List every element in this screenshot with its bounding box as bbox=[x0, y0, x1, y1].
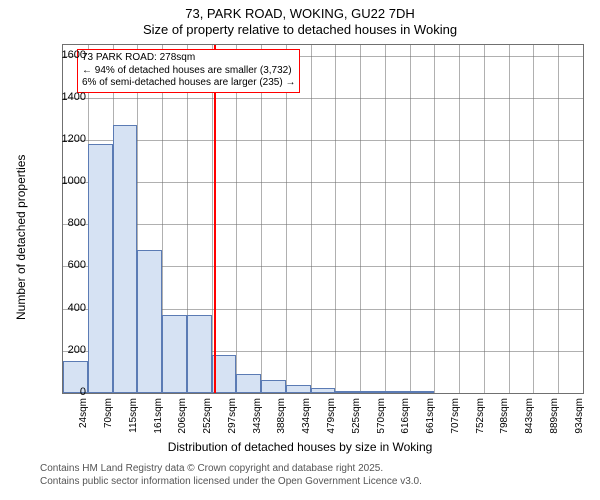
gridline-v bbox=[360, 45, 361, 393]
histogram-bar bbox=[88, 144, 113, 393]
y-tick-label: 600 bbox=[56, 259, 86, 271]
histogram-bar bbox=[137, 250, 162, 393]
attribution-line-1: Contains HM Land Registry data © Crown c… bbox=[40, 462, 383, 475]
gridline-v bbox=[261, 45, 262, 393]
plot-area: 73 PARK ROAD: 278sqm← 94% of detached ho… bbox=[62, 44, 584, 394]
x-tick-label: 889sqm bbox=[549, 398, 560, 446]
x-tick-label: 798sqm bbox=[499, 398, 510, 446]
marker-line bbox=[214, 45, 216, 393]
histogram-bar bbox=[187, 315, 212, 393]
x-axis-label: Distribution of detached houses by size … bbox=[0, 440, 600, 454]
gridline-v bbox=[509, 45, 510, 393]
gridline-v bbox=[434, 45, 435, 393]
gridline-v bbox=[410, 45, 411, 393]
histogram-bar bbox=[162, 315, 187, 393]
gridline-v bbox=[558, 45, 559, 393]
histogram-bar bbox=[261, 380, 286, 393]
annotation-line: 6% of semi-detached houses are larger (2… bbox=[82, 77, 295, 90]
x-tick-label: 297sqm bbox=[227, 398, 238, 446]
y-tick-label: 0 bbox=[56, 386, 86, 398]
gridline-h bbox=[63, 182, 583, 183]
x-tick-label: 570sqm bbox=[376, 398, 387, 446]
chart-subtitle: Size of property relative to detached ho… bbox=[0, 22, 600, 37]
y-tick-label: 400 bbox=[56, 302, 86, 314]
x-tick-label: 616sqm bbox=[400, 398, 411, 446]
gridline-v bbox=[212, 45, 213, 393]
gridline-v bbox=[311, 45, 312, 393]
x-tick-label: 934sqm bbox=[574, 398, 585, 446]
attribution-line-2: Contains public sector information licen… bbox=[40, 475, 422, 488]
x-tick-label: 525sqm bbox=[351, 398, 362, 446]
y-axis-label: Number of detached properties bbox=[14, 155, 28, 320]
annotation-line: ← 94% of detached houses are smaller (3,… bbox=[82, 65, 295, 78]
histogram-bar bbox=[311, 388, 336, 393]
histogram-bar bbox=[113, 125, 138, 393]
annotation-box: 73 PARK ROAD: 278sqm← 94% of detached ho… bbox=[77, 49, 300, 93]
y-tick-label: 1600 bbox=[56, 49, 86, 61]
chart-title: 73, PARK ROAD, WOKING, GU22 7DH bbox=[0, 6, 600, 21]
y-tick-label: 1400 bbox=[56, 91, 86, 103]
gridline-v bbox=[533, 45, 534, 393]
histogram-bar bbox=[335, 391, 360, 393]
x-tick-label: 707sqm bbox=[450, 398, 461, 446]
x-tick-label: 434sqm bbox=[301, 398, 312, 446]
x-tick-label: 252sqm bbox=[202, 398, 213, 446]
gridline-v bbox=[459, 45, 460, 393]
gridline-v bbox=[286, 45, 287, 393]
histogram-bar bbox=[236, 374, 261, 393]
gridline-h bbox=[63, 98, 583, 99]
gridline-h bbox=[63, 140, 583, 141]
gridline-v bbox=[385, 45, 386, 393]
x-tick-label: 115sqm bbox=[128, 398, 139, 446]
annotation-line: 73 PARK ROAD: 278sqm bbox=[82, 52, 295, 65]
gridline-v bbox=[335, 45, 336, 393]
x-tick-label: 752sqm bbox=[475, 398, 486, 446]
x-tick-label: 388sqm bbox=[276, 398, 287, 446]
histogram-bar bbox=[360, 391, 385, 393]
x-tick-label: 70sqm bbox=[103, 398, 114, 446]
x-tick-label: 24sqm bbox=[78, 398, 89, 446]
histogram-bar bbox=[385, 391, 410, 393]
y-tick-label: 800 bbox=[56, 217, 86, 229]
x-tick-label: 343sqm bbox=[252, 398, 263, 446]
histogram-bar bbox=[286, 385, 311, 393]
x-tick-label: 661sqm bbox=[425, 398, 436, 446]
x-tick-label: 206sqm bbox=[177, 398, 188, 446]
x-tick-label: 843sqm bbox=[524, 398, 535, 446]
gridline-v bbox=[236, 45, 237, 393]
y-tick-label: 1200 bbox=[56, 133, 86, 145]
y-tick-label: 200 bbox=[56, 344, 86, 356]
gridline-h bbox=[63, 224, 583, 225]
gridline-v bbox=[484, 45, 485, 393]
chart-container: 73, PARK ROAD, WOKING, GU22 7DH Size of … bbox=[0, 0, 600, 500]
titles-block: 73, PARK ROAD, WOKING, GU22 7DH Size of … bbox=[0, 0, 600, 37]
y-tick-label: 1000 bbox=[56, 175, 86, 187]
x-tick-label: 161sqm bbox=[153, 398, 164, 446]
histogram-bar bbox=[410, 391, 435, 393]
x-tick-label: 479sqm bbox=[326, 398, 337, 446]
